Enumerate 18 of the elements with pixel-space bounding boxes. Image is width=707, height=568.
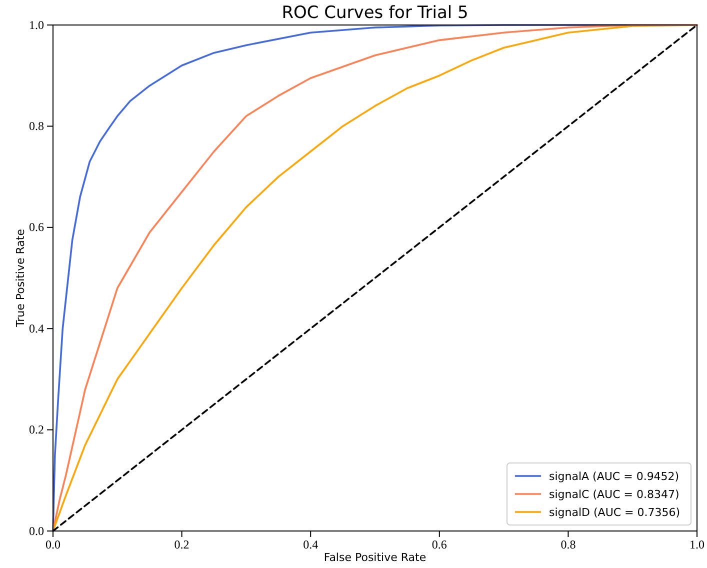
x-tick-label: 0.8 bbox=[560, 538, 576, 552]
legend-label: signalD (AUC = 0.7356) bbox=[549, 506, 680, 519]
y-tick-label: 0.0 bbox=[29, 524, 44, 538]
x-tick-label: 0.0 bbox=[46, 538, 60, 552]
chart-title: ROC Curves for Trial 5 bbox=[282, 3, 468, 23]
x-tick-label: 0.4 bbox=[303, 538, 318, 552]
y-axis-title: True Positive Rate bbox=[14, 228, 27, 328]
y-tick-label: 0.6 bbox=[29, 220, 44, 234]
x-tick-label: 0.6 bbox=[432, 538, 447, 552]
y-tick-label: 1.0 bbox=[29, 18, 44, 32]
legend-label: signalC (AUC = 0.8347) bbox=[549, 488, 680, 501]
x-tick-label: 0.2 bbox=[174, 538, 190, 552]
x-axis-title: False Positive Rate bbox=[324, 551, 426, 564]
legend-label: signalA (AUC = 0.9452) bbox=[549, 470, 680, 483]
y-tick-label: 0.4 bbox=[29, 321, 44, 336]
y-tick-label: 0.8 bbox=[29, 119, 44, 134]
x-tick-label: 1.0 bbox=[690, 538, 704, 552]
y-tick-label: 0.2 bbox=[29, 422, 44, 437]
